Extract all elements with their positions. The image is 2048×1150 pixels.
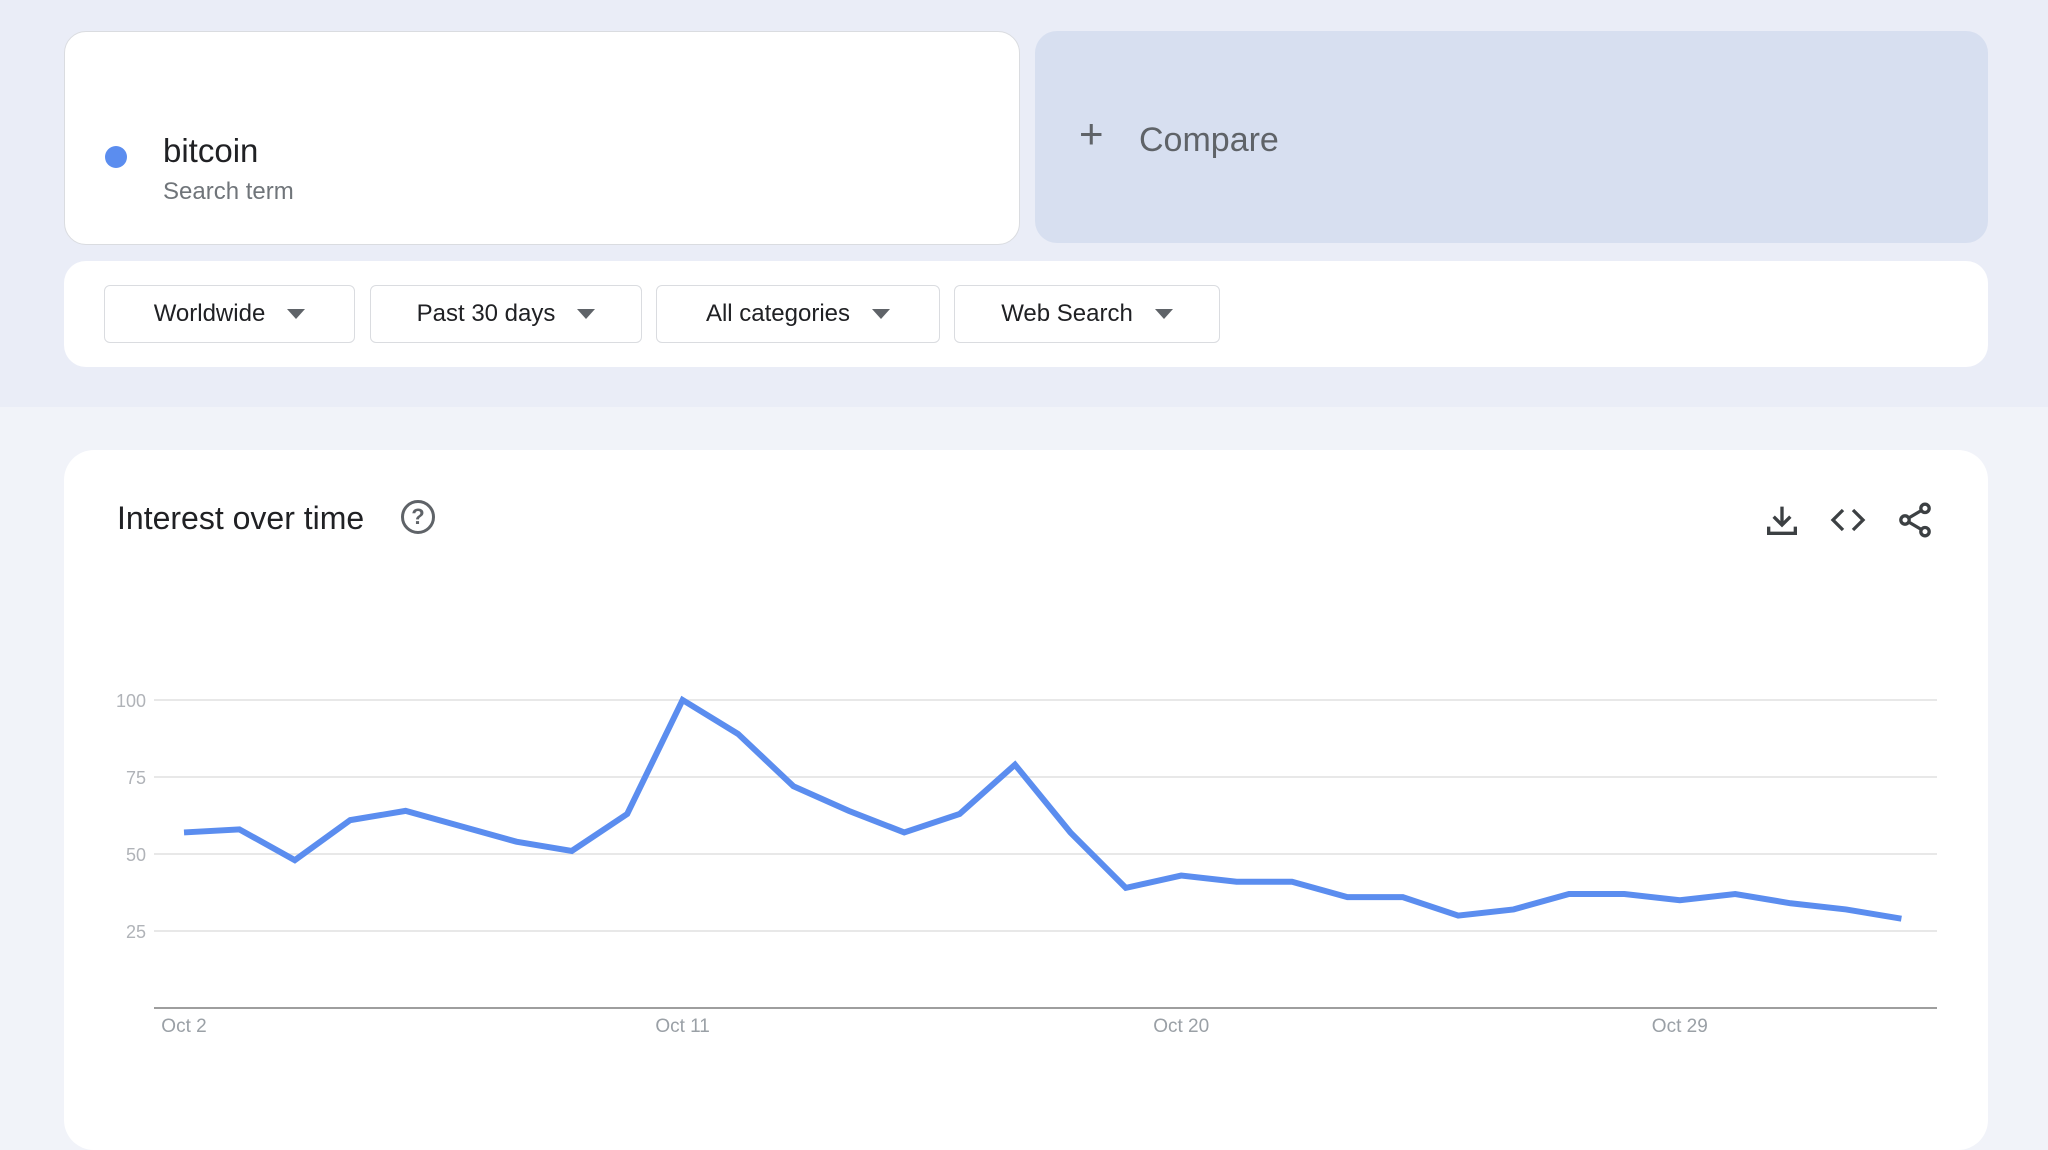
search-term[interactable]: bitcoin (163, 132, 259, 169)
y-tick-label: 75 (126, 768, 146, 788)
caret-down-icon (577, 309, 596, 319)
term-color-dot (105, 146, 127, 168)
interest-over-time-panel: Interest over time ? (64, 450, 1988, 1150)
embed-code-icon[interactable] (1828, 500, 1868, 540)
data-point (1400, 894, 1406, 900)
data-point (513, 839, 519, 845)
data-point (680, 697, 686, 703)
category-dropdown[interactable]: All categories (656, 285, 940, 343)
x-tick-label: Oct 29 (1652, 1016, 1708, 1037)
y-tick-label: 50 (126, 845, 146, 865)
data-point (1788, 900, 1794, 906)
data-point (1123, 885, 1129, 891)
data-point (236, 826, 242, 832)
search-type-label: Web Search (1001, 300, 1133, 327)
series-line-bitcoin (183, 695, 1902, 922)
y-tick-label: 100 (116, 691, 146, 711)
caret-down-icon (1154, 309, 1173, 319)
data-point (181, 829, 187, 835)
download-icon[interactable] (1762, 500, 1802, 540)
plus-icon: + (1079, 110, 1104, 157)
data-point (1344, 894, 1350, 900)
data-point (458, 823, 464, 829)
data-point (347, 817, 353, 823)
search-type-dropdown[interactable]: Web Search (954, 285, 1220, 343)
data-point (624, 811, 630, 817)
y-tick-label: 25 (126, 922, 146, 942)
data-point (1289, 879, 1295, 885)
share-icon[interactable] (1895, 500, 1935, 540)
panel-title: Interest over time (117, 500, 365, 536)
data-point (901, 829, 907, 835)
x-tick-label: Oct 20 (1153, 1016, 1209, 1037)
data-point (403, 808, 409, 814)
region-dropdown[interactable]: Worldwide (104, 285, 355, 343)
caret-down-icon (287, 309, 306, 319)
data-point (1566, 891, 1572, 897)
data-point (292, 857, 298, 863)
region-label: Worldwide (153, 300, 266, 327)
data-point (957, 811, 963, 817)
compare-label: Compare (1139, 121, 1279, 159)
data-point (569, 848, 575, 854)
data-point (1677, 897, 1683, 903)
interest-line-chart: 25 50 75 100 Oct 2 Oct 11 Oct 20 Oct 29 (116, 691, 1937, 1037)
time-range-label: Past 30 days (416, 300, 556, 327)
search-term-card[interactable]: bitcoin Search term (64, 31, 1020, 245)
data-point (1898, 916, 1904, 922)
data-point (1732, 891, 1738, 897)
data-point (1012, 762, 1018, 768)
data-point (1621, 891, 1627, 897)
data-point (1067, 829, 1073, 835)
data-point (1511, 906, 1517, 912)
help-icon[interactable]: ? (401, 500, 435, 534)
time-range-dropdown[interactable]: Past 30 days (370, 285, 642, 343)
data-point (1234, 879, 1240, 885)
data-point (1843, 906, 1849, 912)
data-point (790, 783, 796, 789)
compare-button[interactable]: + Compare (1035, 31, 1988, 243)
search-term-type: Search term (163, 178, 294, 205)
data-point (735, 731, 741, 737)
data-point (846, 808, 852, 814)
x-tick-label: Oct 2 (161, 1016, 206, 1037)
x-tick-label: Oct 11 (655, 1016, 710, 1037)
caret-down-icon (872, 309, 891, 319)
filter-bar: Worldwide Past 30 days All categories We… (64, 261, 1988, 367)
data-point (1178, 873, 1184, 879)
data-point (1455, 913, 1461, 919)
category-label: All categories (705, 300, 851, 327)
